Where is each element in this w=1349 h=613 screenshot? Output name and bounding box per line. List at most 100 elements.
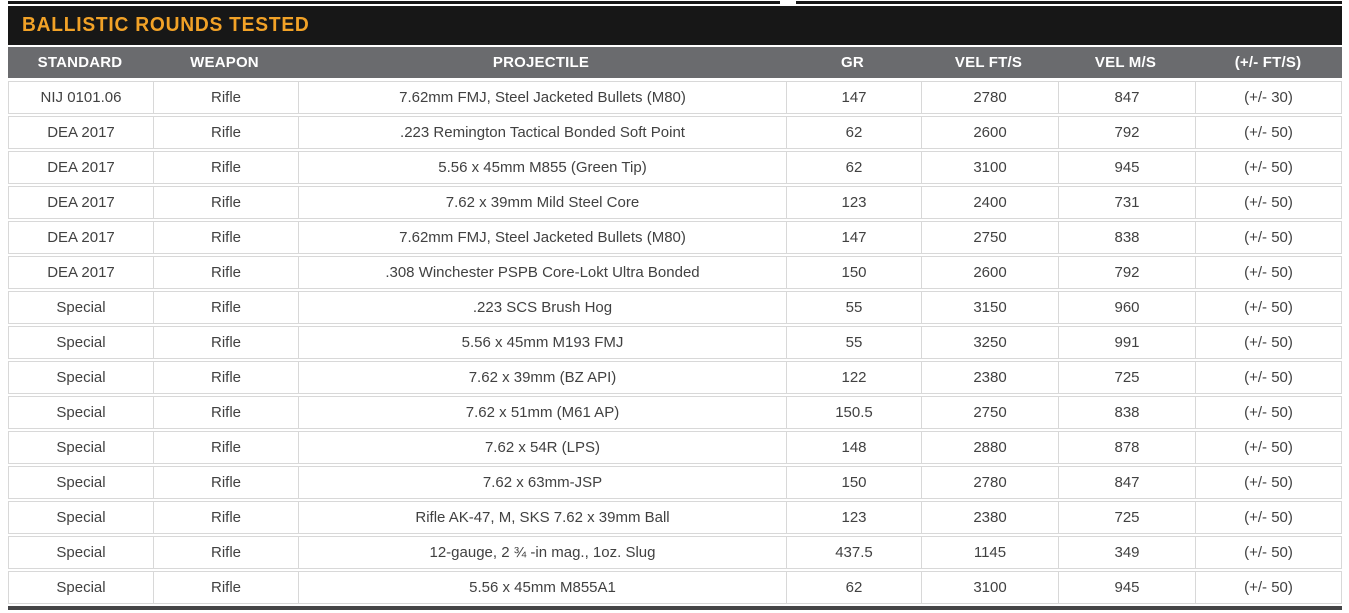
- table-row: Special Rifle Rifle AK-47, M, SKS 7.62 x…: [8, 501, 1342, 534]
- cell-tolerance: (+/- 50): [1195, 222, 1341, 253]
- table-row: Special Rifle 5.56 x 45mm M193 FMJ 55 32…: [8, 326, 1342, 359]
- cell-weapon: Rifle: [153, 327, 298, 358]
- cell-standard: Special: [56, 544, 106, 561]
- cell-vel-fts: 2380: [921, 502, 1058, 533]
- cell-weapon: Rifle: [153, 222, 298, 253]
- cell-vel-ms: 960: [1058, 292, 1195, 323]
- cell-vel-fts: 3150: [921, 292, 1058, 323]
- table-row: DEA 2017 Rifle 7.62 x 39mm Mild Steel Co…: [8, 186, 1342, 219]
- cell-standard: Special: [56, 334, 106, 351]
- cell-gr: 62: [786, 572, 921, 603]
- cell-vel-fts: 1145: [921, 537, 1058, 568]
- cell-projectile: 7.62 x 39mm (BZ API): [298, 362, 786, 393]
- top-border-segment-left: [8, 1, 780, 4]
- table-row: Special Rifle 7.62 x 39mm (BZ API) 122 2…: [8, 361, 1342, 394]
- cell-weapon: Rifle: [153, 467, 298, 498]
- cell-vel-ms: 991: [1058, 327, 1195, 358]
- cell-tolerance: (+/- 50): [1195, 537, 1341, 568]
- bottom-border-strip: [8, 606, 1342, 610]
- cell-weapon: Rifle: [153, 572, 298, 603]
- cell-standard: DEA 2017: [47, 159, 115, 176]
- cell-vel-ms: 349: [1058, 537, 1195, 568]
- cell-vel-ms: 725: [1058, 362, 1195, 393]
- cell-weapon: Rifle: [153, 397, 298, 428]
- table-title: BALLISTIC ROUNDS TESTED: [22, 14, 310, 36]
- header-tolerance: (+/- FT/S): [1234, 54, 1302, 71]
- cell-gr: 147: [786, 82, 921, 113]
- cell-standard: DEA 2017: [47, 194, 115, 211]
- cell-vel-ms: 847: [1058, 82, 1195, 113]
- cell-standard: DEA 2017: [47, 229, 115, 246]
- cell-vel-ms: 847: [1058, 467, 1195, 498]
- cell-gr: 122: [786, 362, 921, 393]
- cell-vel-fts: 3100: [921, 152, 1058, 183]
- cell-projectile: 7.62 x 39mm Mild Steel Core: [298, 187, 786, 218]
- cell-standard: Special: [56, 579, 106, 596]
- cell-projectile: 7.62mm FMJ, Steel Jacketed Bullets (M80): [298, 82, 786, 113]
- cell-weapon: Rifle: [153, 152, 298, 183]
- cell-vel-ms: 731: [1058, 187, 1195, 218]
- cell-weapon: Rifle: [153, 537, 298, 568]
- cell-tolerance: (+/- 50): [1195, 432, 1341, 463]
- cell-standard: DEA 2017: [47, 264, 115, 281]
- table-row: NIJ 0101.06 Rifle 7.62mm FMJ, Steel Jack…: [8, 81, 1342, 114]
- cell-tolerance: (+/- 50): [1195, 257, 1341, 288]
- cell-vel-ms: 725: [1058, 502, 1195, 533]
- cell-gr: 437.5: [786, 537, 921, 568]
- cell-projectile: 7.62 x 51mm (M61 AP): [298, 397, 786, 428]
- cell-vel-fts: 2750: [921, 222, 1058, 253]
- cell-vel-ms: 838: [1058, 222, 1195, 253]
- cell-tolerance: (+/- 50): [1195, 292, 1341, 323]
- top-border-gap: [780, 1, 796, 4]
- cell-vel-fts: 3250: [921, 327, 1058, 358]
- cell-tolerance: (+/- 50): [1195, 327, 1341, 358]
- cell-weapon: Rifle: [153, 82, 298, 113]
- cell-tolerance: (+/- 50): [1195, 467, 1341, 498]
- table-row: DEA 2017 Rifle .223 Remington Tactical B…: [8, 116, 1342, 149]
- cell-weapon: Rifle: [153, 292, 298, 323]
- cell-vel-fts: 2400: [921, 187, 1058, 218]
- cell-tolerance: (+/- 50): [1195, 187, 1341, 218]
- cell-projectile: .308 Winchester PSPB Core-Lokt Ultra Bon…: [298, 257, 786, 288]
- top-border-segment-right: [796, 1, 1342, 4]
- cell-vel-ms: 792: [1058, 117, 1195, 148]
- table-row: Special Rifle 7.62 x 51mm (M61 AP) 150.5…: [8, 396, 1342, 429]
- cell-tolerance: (+/- 50): [1195, 362, 1341, 393]
- table-row: DEA 2017 Rifle .308 Winchester PSPB Core…: [8, 256, 1342, 289]
- cell-projectile: 7.62 x 54R (LPS): [298, 432, 786, 463]
- cell-vel-ms: 878: [1058, 432, 1195, 463]
- table-row: Special Rifle 7.62 x 54R (LPS) 148 2880 …: [8, 431, 1342, 464]
- header-vel-fts: VEL FT/S: [954, 54, 1023, 71]
- cell-standard: Special: [56, 509, 106, 526]
- table-row: Special Rifle 5.56 x 45mm M855A1 62 3100…: [8, 571, 1342, 604]
- cell-tolerance: (+/- 50): [1195, 397, 1341, 428]
- cell-weapon: Rifle: [153, 502, 298, 533]
- cell-tolerance: (+/- 50): [1195, 502, 1341, 533]
- cell-projectile: 5.56 x 45mm M855A1: [298, 572, 786, 603]
- cell-vel-fts: 2880: [921, 432, 1058, 463]
- cell-gr: 148: [786, 432, 921, 463]
- table-row: DEA 2017 Rifle 5.56 x 45mm M855 (Green T…: [8, 151, 1342, 184]
- cell-projectile: Rifle AK-47, M, SKS 7.62 x 39mm Ball: [298, 502, 786, 533]
- cell-gr: 123: [786, 187, 921, 218]
- cell-vel-fts: 2780: [921, 82, 1058, 113]
- cell-vel-fts: 2380: [921, 362, 1058, 393]
- cell-weapon: Rifle: [153, 432, 298, 463]
- cell-gr: 62: [786, 117, 921, 148]
- table-row: DEA 2017 Rifle 7.62mm FMJ, Steel Jackete…: [8, 221, 1342, 254]
- table-row: Special Rifle 7.62 x 63mm-JSP 150 2780 8…: [8, 466, 1342, 499]
- cell-vel-ms: 838: [1058, 397, 1195, 428]
- cell-gr: 150: [786, 257, 921, 288]
- cell-projectile: 7.62mm FMJ, Steel Jacketed Bullets (M80): [298, 222, 786, 253]
- cell-projectile: .223 SCS Brush Hog: [298, 292, 786, 323]
- header-standard: STANDARD: [37, 54, 123, 71]
- cell-tolerance: (+/- 50): [1195, 572, 1341, 603]
- table-row: Special Rifle .223 SCS Brush Hog 55 3150…: [8, 291, 1342, 324]
- table-row: Special Rifle 12-gauge, 2 ¾ -in mag., 1o…: [8, 536, 1342, 569]
- cell-vel-ms: 792: [1058, 257, 1195, 288]
- cell-projectile: 12-gauge, 2 ¾ -in mag., 1oz. Slug: [298, 537, 786, 568]
- cell-projectile: 5.56 x 45mm M193 FMJ: [298, 327, 786, 358]
- cell-vel-ms: 945: [1058, 572, 1195, 603]
- cell-standard: Special: [56, 404, 106, 421]
- top-border-strip: [8, 1, 1342, 4]
